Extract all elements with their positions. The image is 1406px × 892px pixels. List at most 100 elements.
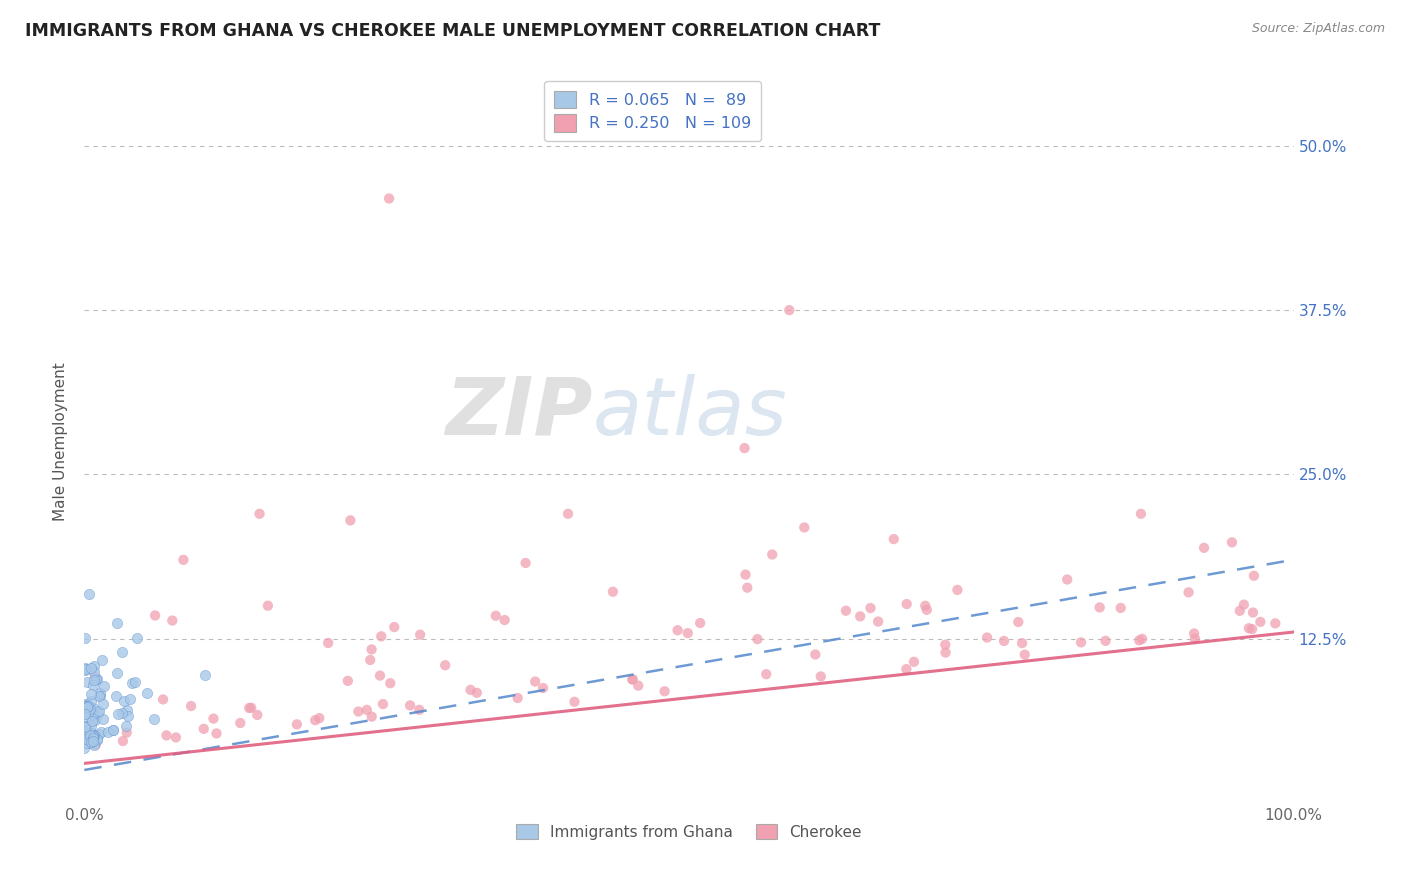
Point [83, 670, 105, 684]
Point [382, 620, 405, 634]
Point [285, 717, 308, 731]
Point [896, 597, 918, 611]
Point [76, 728, 98, 742]
Point [246, 707, 269, 722]
Text: IMMIGRANTS FROM GHANA VS CHEROKEE MALE UNEMPLOYMENT CORRELATION CHART: IMMIGRANTS FROM GHANA VS CHEROKEE MALE U… [25, 22, 880, 40]
Point [564, 695, 586, 709]
Point [778, 303, 800, 318]
Point [737, 581, 759, 595]
Point [143, 608, 166, 623]
Point [747, 632, 769, 646]
Point [91, 697, 114, 711]
Point [86, 732, 108, 747]
Point [1129, 507, 1152, 521]
Point [79, 718, 101, 732]
Point [976, 631, 998, 645]
Point [76, 728, 98, 742]
Point [83, 728, 105, 742]
Point [83, 738, 105, 752]
Point [80, 661, 103, 675]
Point [73, 720, 96, 734]
Point [91, 653, 114, 667]
Point [76, 736, 98, 750]
Point [75, 731, 97, 746]
Point [465, 686, 488, 700]
Point [1237, 621, 1260, 635]
Point [82, 729, 104, 743]
Point [1088, 600, 1111, 615]
Point [111, 734, 134, 748]
Point [229, 716, 252, 731]
Point [804, 648, 827, 662]
Point [1241, 622, 1264, 636]
Point [80, 736, 103, 750]
Point [87, 704, 110, 718]
Point [1007, 615, 1029, 629]
Point [80, 708, 103, 723]
Point [75, 725, 97, 739]
Point [103, 723, 125, 738]
Point [1243, 568, 1265, 582]
Point [89, 689, 111, 703]
Point [115, 725, 138, 739]
Point [370, 629, 392, 643]
Point [336, 673, 359, 688]
Point [125, 631, 148, 645]
Point [165, 731, 187, 745]
Point [883, 532, 905, 546]
Y-axis label: Male Unemployment: Male Unemployment [53, 362, 69, 521]
Point [111, 706, 134, 721]
Point [152, 692, 174, 706]
Point [112, 694, 135, 708]
Point [360, 642, 382, 657]
Point [73, 706, 96, 721]
Point [80, 687, 103, 701]
Point [868, 615, 890, 629]
Point [73, 699, 96, 714]
Point [531, 681, 554, 695]
Point [93, 679, 115, 693]
Text: ZIP: ZIP [444, 374, 592, 451]
Point [80, 726, 103, 740]
Point [76, 698, 98, 713]
Point [73, 701, 96, 715]
Point [82, 700, 104, 714]
Point [155, 728, 177, 742]
Point [238, 701, 260, 715]
Point [80, 735, 103, 749]
Point [79, 735, 101, 749]
Point [75, 730, 97, 744]
Point [734, 441, 756, 455]
Point [82, 728, 104, 742]
Point [359, 653, 381, 667]
Text: Source: ZipAtlas.com: Source: ZipAtlas.com [1251, 22, 1385, 36]
Point [515, 556, 537, 570]
Point [91, 712, 114, 726]
Point [111, 645, 134, 659]
Legend: Immigrants from Ghana, Cherokee: Immigrants from Ghana, Cherokee [510, 818, 868, 846]
Point [993, 634, 1015, 648]
Point [77, 725, 100, 739]
Point [1241, 606, 1264, 620]
Point [915, 603, 938, 617]
Point [77, 587, 100, 601]
Point [896, 662, 918, 676]
Point [105, 616, 128, 631]
Point [356, 703, 378, 717]
Point [240, 700, 263, 714]
Point [409, 628, 432, 642]
Point [734, 567, 756, 582]
Point [903, 655, 925, 669]
Point [121, 676, 143, 690]
Point [75, 661, 97, 675]
Point [118, 692, 141, 706]
Point [1220, 535, 1243, 549]
Point [347, 705, 370, 719]
Point [84, 713, 107, 727]
Point [84, 738, 107, 752]
Point [1011, 636, 1033, 650]
Point [859, 601, 882, 615]
Point [143, 712, 166, 726]
Point [75, 710, 97, 724]
Point [935, 646, 957, 660]
